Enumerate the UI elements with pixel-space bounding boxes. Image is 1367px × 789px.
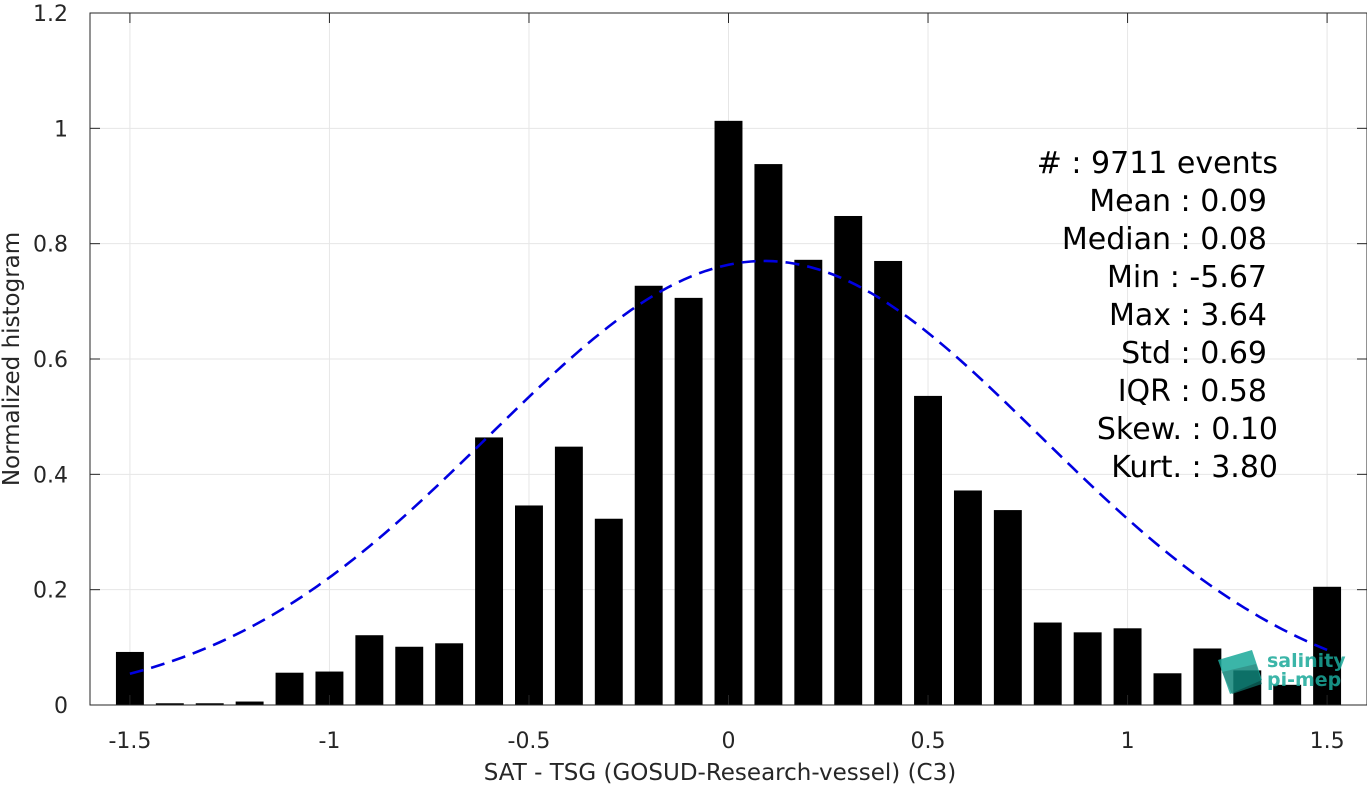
histogram-bar bbox=[754, 164, 783, 705]
y-tick-label: 1.2 bbox=[33, 2, 68, 27]
histogram-bar bbox=[674, 297, 703, 705]
x-tick-label: -1.5 bbox=[108, 729, 151, 754]
stat-min: Min : -5.67 bbox=[1107, 260, 1267, 295]
x-tick-label: -0.5 bbox=[508, 729, 551, 754]
histogram-bar bbox=[195, 703, 224, 705]
stat-events: # : 9711 events bbox=[1037, 146, 1278, 181]
histogram-bar bbox=[355, 635, 384, 705]
y-tick-label: 0.4 bbox=[33, 463, 68, 488]
histogram-bar bbox=[953, 490, 982, 705]
histogram-bar bbox=[1273, 684, 1302, 705]
histogram-bar bbox=[395, 646, 424, 705]
y-tick-labels: 0 0.2 0.4 0.6 0.8 1 1.2 bbox=[33, 2, 68, 719]
x-tick-label: 1 bbox=[1121, 729, 1135, 754]
histogram-bar bbox=[1193, 648, 1222, 705]
histogram-bar bbox=[554, 446, 583, 705]
histogram-bar bbox=[1073, 632, 1102, 705]
axis-ticks bbox=[90, 12, 1367, 706]
logo-text-line1: salinity bbox=[1267, 650, 1346, 672]
x-tick-label: 0 bbox=[722, 729, 736, 754]
histogram-bar bbox=[834, 215, 863, 705]
stat-max: Max : 3.64 bbox=[1109, 298, 1267, 333]
histogram-bar bbox=[874, 260, 903, 705]
stat-std: Std : 0.69 bbox=[1121, 336, 1267, 371]
histogram-bar bbox=[515, 505, 543, 705]
statistics-annotation: # : 9711 events Mean : 0.09 Median : 0.0… bbox=[1037, 146, 1278, 485]
histogram-bar bbox=[235, 701, 264, 705]
histogram-bar bbox=[993, 510, 1022, 705]
x-tick-label: 0.5 bbox=[911, 729, 946, 754]
stat-kurt: Kurt. : 3.80 bbox=[1111, 450, 1278, 485]
x-axis-title: SAT - TSG (GOSUD-Research-vessel) (C3) bbox=[484, 760, 956, 785]
logo-emblem-shade-icon bbox=[1222, 664, 1262, 694]
x-tick-label: -1 bbox=[318, 729, 340, 754]
y-tick-label: 0.6 bbox=[33, 348, 68, 373]
histogram-bar bbox=[634, 285, 663, 705]
histogram-bar bbox=[594, 518, 623, 705]
y-tick-label: 0.8 bbox=[33, 233, 68, 258]
logo-text-line2: pi-mep bbox=[1267, 669, 1341, 691]
stat-mean: Mean : 0.09 bbox=[1089, 184, 1267, 219]
y-tick-label: 0.2 bbox=[33, 579, 68, 604]
histogram-bar bbox=[1153, 673, 1182, 705]
histogram-bar bbox=[914, 395, 942, 705]
y-axis-title: Normalized histogram bbox=[0, 232, 25, 486]
stat-median: Median : 0.08 bbox=[1062, 222, 1267, 257]
stat-skew: Skew. : 0.10 bbox=[1097, 412, 1278, 447]
salinity-pimep-logo: salinity pi-mep bbox=[1218, 650, 1346, 694]
histogram-bar bbox=[155, 703, 184, 705]
histogram-bar bbox=[435, 643, 464, 705]
histogram-bar bbox=[714, 120, 743, 705]
x-tick-labels: -1.5 -1 -0.5 0 0.5 1 1.5 bbox=[108, 729, 1344, 754]
histogram-bar bbox=[275, 672, 304, 705]
histogram-bar bbox=[475, 437, 504, 705]
histogram-bar bbox=[1113, 628, 1142, 705]
histogram-bar bbox=[1033, 622, 1062, 705]
y-tick-label: 1 bbox=[54, 117, 68, 142]
histogram-bar bbox=[794, 259, 823, 705]
x-tick-label: 1.5 bbox=[1310, 729, 1345, 754]
gaussian-fit-curve bbox=[129, 259, 1328, 676]
y-tick-label: 0 bbox=[54, 694, 68, 719]
stat-iqr: IQR : 0.58 bbox=[1118, 374, 1267, 409]
